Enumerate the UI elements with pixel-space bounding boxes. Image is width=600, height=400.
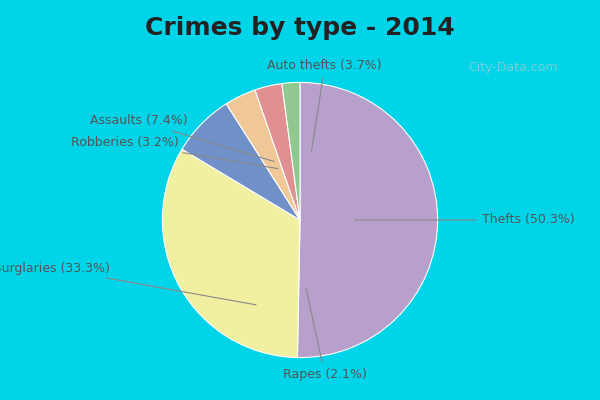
Text: Burglaries (33.3%): Burglaries (33.3%) (0, 262, 256, 305)
Wedge shape (298, 82, 437, 358)
Wedge shape (282, 82, 300, 220)
Text: Assaults (7.4%): Assaults (7.4%) (89, 114, 274, 162)
Text: Robberies (3.2%): Robberies (3.2%) (71, 136, 278, 169)
Wedge shape (182, 104, 300, 220)
Wedge shape (255, 84, 300, 220)
Text: Thefts (50.3%): Thefts (50.3%) (355, 214, 574, 226)
Text: Crimes by type - 2014: Crimes by type - 2014 (145, 16, 455, 40)
Wedge shape (163, 149, 300, 358)
Text: Auto thefts (3.7%): Auto thefts (3.7%) (268, 59, 382, 151)
Wedge shape (226, 90, 300, 220)
Text: Rapes (2.1%): Rapes (2.1%) (283, 289, 367, 381)
Text: City-Data.com: City-Data.com (468, 62, 557, 74)
